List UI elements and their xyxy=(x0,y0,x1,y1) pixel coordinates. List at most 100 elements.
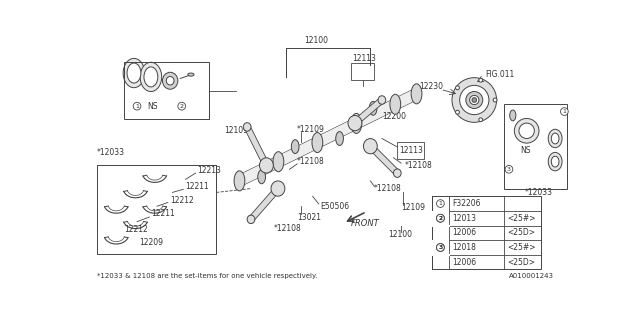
Text: 12113: 12113 xyxy=(399,146,422,155)
Ellipse shape xyxy=(247,215,255,224)
Text: *12108: *12108 xyxy=(405,161,433,170)
Bar xyxy=(432,240,449,255)
Circle shape xyxy=(436,244,444,251)
Ellipse shape xyxy=(351,113,362,133)
Text: 12211: 12211 xyxy=(186,182,209,191)
Circle shape xyxy=(561,108,568,116)
Circle shape xyxy=(133,102,141,110)
Text: *12108: *12108 xyxy=(274,224,302,233)
Circle shape xyxy=(436,214,444,222)
Ellipse shape xyxy=(378,96,386,104)
Text: 12018: 12018 xyxy=(452,243,476,252)
Circle shape xyxy=(436,244,444,251)
Bar xyxy=(97,165,216,254)
Text: 12213: 12213 xyxy=(197,166,221,175)
Circle shape xyxy=(178,102,186,110)
Polygon shape xyxy=(249,187,280,221)
Text: 2: 2 xyxy=(438,216,442,221)
Text: *12033 & 12108 are the set-items for one vehicle respectively.: *12033 & 12108 are the set-items for one… xyxy=(97,273,317,278)
Ellipse shape xyxy=(259,158,273,173)
Ellipse shape xyxy=(127,63,141,83)
Polygon shape xyxy=(368,144,399,175)
Text: 13021: 13021 xyxy=(297,212,321,221)
Ellipse shape xyxy=(548,152,562,171)
Text: <25D>: <25D> xyxy=(508,258,536,267)
Ellipse shape xyxy=(470,95,479,105)
Ellipse shape xyxy=(456,110,460,114)
Text: 12200: 12200 xyxy=(382,112,406,121)
Ellipse shape xyxy=(456,86,460,90)
Ellipse shape xyxy=(258,170,266,184)
Text: 1: 1 xyxy=(563,109,566,114)
Ellipse shape xyxy=(188,73,194,76)
Ellipse shape xyxy=(493,98,497,102)
Text: 12212: 12212 xyxy=(170,196,194,204)
Circle shape xyxy=(436,200,444,207)
Text: 1: 1 xyxy=(438,201,442,206)
Circle shape xyxy=(436,214,444,222)
Circle shape xyxy=(436,214,444,222)
Ellipse shape xyxy=(479,78,483,82)
Text: E50506: E50506 xyxy=(320,202,349,211)
Polygon shape xyxy=(353,98,384,125)
Ellipse shape xyxy=(509,110,516,121)
Text: *12033: *12033 xyxy=(524,188,552,197)
Ellipse shape xyxy=(472,98,477,102)
Ellipse shape xyxy=(364,139,378,154)
Circle shape xyxy=(505,165,513,173)
Text: NS: NS xyxy=(147,102,157,111)
Text: FRONT: FRONT xyxy=(351,219,380,228)
Ellipse shape xyxy=(548,129,562,148)
Ellipse shape xyxy=(273,152,284,172)
Ellipse shape xyxy=(291,140,299,154)
Text: F32206: F32206 xyxy=(452,199,481,208)
Ellipse shape xyxy=(166,76,174,85)
Text: 12006: 12006 xyxy=(452,258,476,267)
Text: 2: 2 xyxy=(438,216,442,221)
Text: 12013: 12013 xyxy=(452,214,476,223)
Bar xyxy=(432,211,449,226)
Ellipse shape xyxy=(243,123,251,131)
Text: 12109: 12109 xyxy=(224,126,248,135)
Ellipse shape xyxy=(551,156,559,167)
Text: NS: NS xyxy=(520,146,531,155)
Ellipse shape xyxy=(348,116,362,131)
Text: 3: 3 xyxy=(438,245,442,250)
Text: <25D>: <25D> xyxy=(508,228,536,237)
Ellipse shape xyxy=(479,118,483,122)
Circle shape xyxy=(436,244,444,251)
Text: 12212: 12212 xyxy=(124,225,148,234)
Ellipse shape xyxy=(460,85,489,115)
Text: 12209: 12209 xyxy=(140,238,163,247)
Text: 12113: 12113 xyxy=(353,54,376,63)
Ellipse shape xyxy=(312,132,323,153)
Ellipse shape xyxy=(234,171,245,191)
Text: <25#>: <25#> xyxy=(508,214,536,223)
Text: 3: 3 xyxy=(438,245,442,250)
Ellipse shape xyxy=(515,118,539,143)
Text: 12100: 12100 xyxy=(305,36,328,45)
Text: 1: 1 xyxy=(135,104,139,109)
Ellipse shape xyxy=(411,84,422,104)
Text: 12230: 12230 xyxy=(419,82,443,91)
Ellipse shape xyxy=(519,123,534,139)
Bar xyxy=(504,104,566,188)
Bar xyxy=(397,142,424,159)
Bar xyxy=(432,196,541,269)
Ellipse shape xyxy=(271,181,285,196)
Ellipse shape xyxy=(551,133,559,144)
Bar xyxy=(351,63,374,80)
Text: <25#>: <25#> xyxy=(508,243,536,252)
Polygon shape xyxy=(244,125,269,167)
Ellipse shape xyxy=(390,94,401,114)
Text: A010001243: A010001243 xyxy=(509,273,554,278)
Ellipse shape xyxy=(123,59,145,88)
Bar xyxy=(124,61,209,119)
Text: 2: 2 xyxy=(438,216,442,221)
Ellipse shape xyxy=(336,132,344,146)
Text: 12109: 12109 xyxy=(401,203,425,212)
Ellipse shape xyxy=(452,78,497,122)
Text: *12108: *12108 xyxy=(374,184,402,193)
Ellipse shape xyxy=(466,92,483,108)
Ellipse shape xyxy=(369,101,377,115)
